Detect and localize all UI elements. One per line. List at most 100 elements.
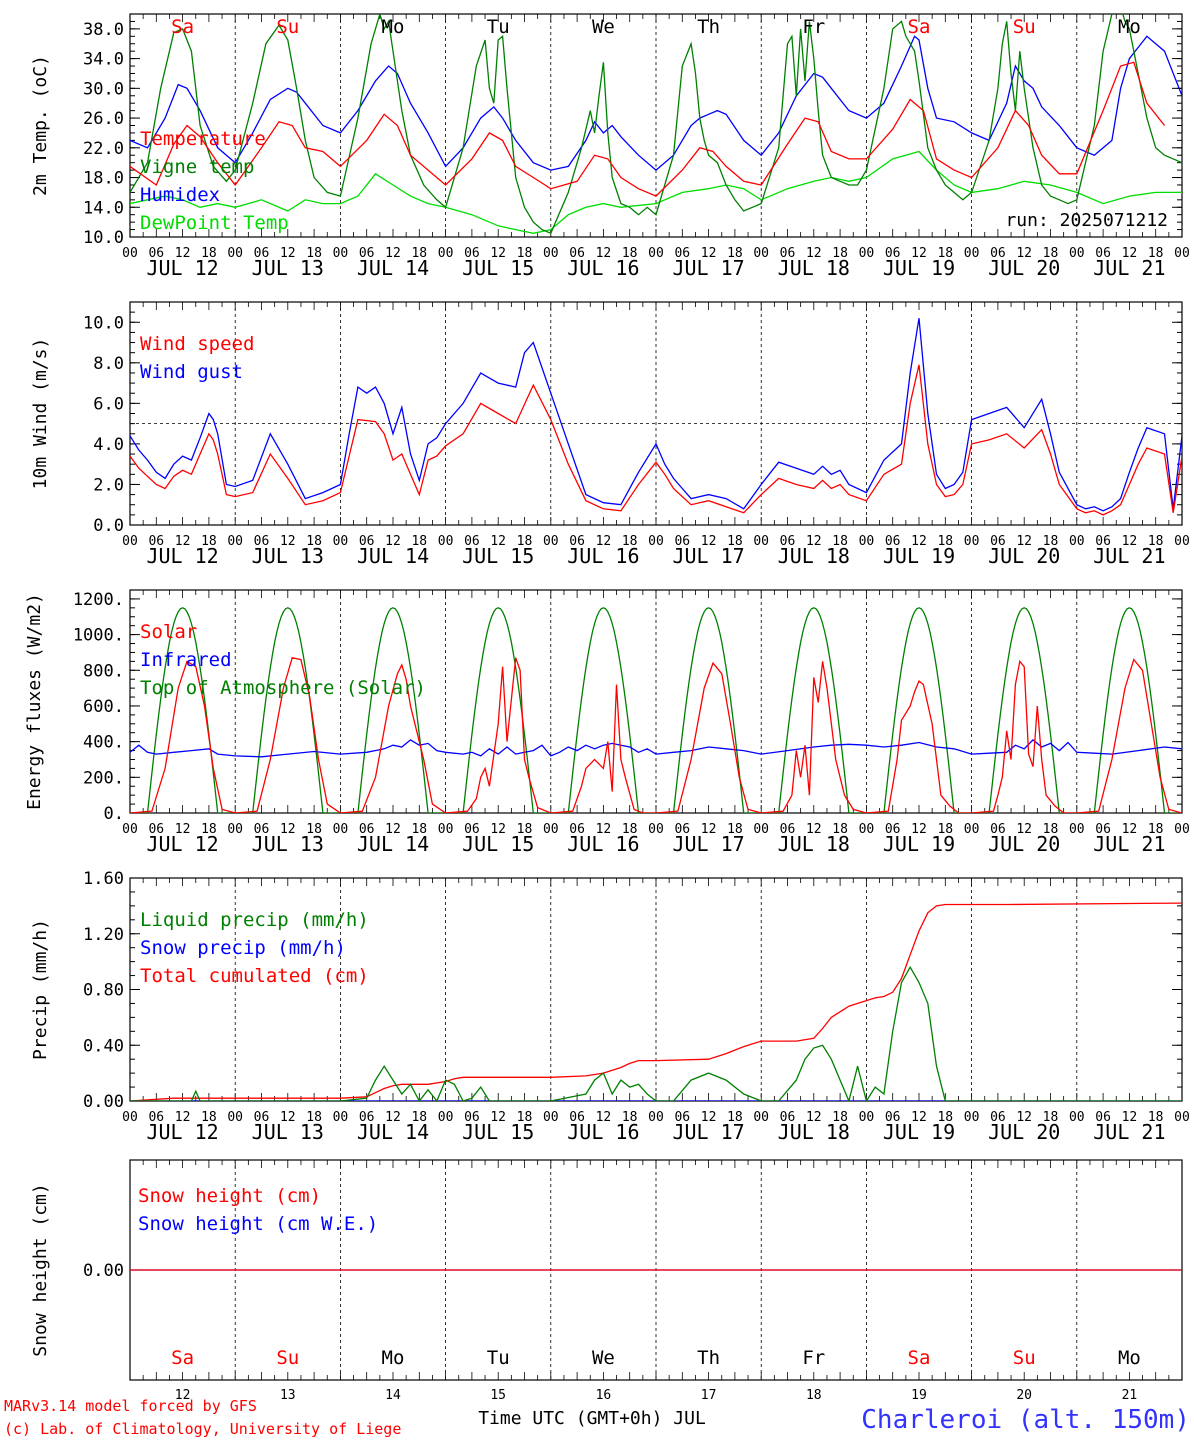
hour-label: 00 xyxy=(543,822,559,837)
legend-entry: Wind gust xyxy=(140,361,243,383)
weekday-label: Su xyxy=(276,1347,299,1369)
y-tick-label: 0.0 xyxy=(93,516,124,536)
x-ticks xyxy=(129,590,1183,813)
legend-entry: Solar xyxy=(140,621,197,643)
x-axis-label: Time UTC (GMT+0h) JUL xyxy=(478,1408,706,1429)
x-ticks xyxy=(129,1160,1183,1380)
hour-label: 12 xyxy=(280,822,296,837)
hour-label: 18 xyxy=(1043,246,1059,261)
legend-entry: Vigne temp xyxy=(140,156,254,178)
y-tick-label: 10.0 xyxy=(83,228,124,248)
hour-label: 18 xyxy=(937,822,953,837)
hour-label: 12 xyxy=(701,1110,717,1125)
y-tick-label: 14.0 xyxy=(83,198,124,218)
day-date-label: JUL 14 xyxy=(357,256,429,280)
panel-wind: 0.0 2.0 4.0 6.0 8.0 10.0 10m Wind (m/s) Wind sp… xyxy=(30,301,1190,568)
hour-label: 18 xyxy=(1148,822,1164,837)
y-tick-label: 10.0 xyxy=(83,313,124,333)
hour-label: 00 xyxy=(964,822,980,837)
hour-label: 00 xyxy=(753,246,769,261)
hour-label: 00 xyxy=(1174,534,1190,549)
day-number-label: 14 xyxy=(385,1388,401,1403)
hour-label: 06 xyxy=(464,534,480,549)
run-label: run: 2025071212 xyxy=(1005,210,1168,231)
day-date-label: JUL 12 xyxy=(146,832,218,856)
weekday-label: Sa xyxy=(908,16,931,38)
hour-label: 00 xyxy=(859,246,875,261)
day-date-label: JUL 15 xyxy=(462,256,534,280)
hour-label: 06 xyxy=(1095,822,1111,837)
hour-label: 12 xyxy=(596,246,612,261)
hour-label: 00 xyxy=(543,534,559,549)
series-group xyxy=(130,14,1182,235)
hour-label: 00 xyxy=(333,246,349,261)
x-ticks xyxy=(129,878,1183,1101)
hour-label: 00 xyxy=(438,1110,454,1125)
day-date-label: JUL 21 xyxy=(1093,832,1165,856)
hour-label: 12 xyxy=(596,822,612,837)
hour-label: 06 xyxy=(359,822,375,837)
day-number-label: 15 xyxy=(490,1388,506,1403)
y-tick-label: 0.00 xyxy=(83,1092,124,1112)
hour-label: 18 xyxy=(411,246,427,261)
hour-label: 06 xyxy=(569,822,585,837)
hour-label: 06 xyxy=(780,534,796,549)
day-date-label: JUL 15 xyxy=(462,544,534,568)
hour-label: 06 xyxy=(990,246,1006,261)
day-date-label: JUL 20 xyxy=(988,832,1060,856)
hour-label: 06 xyxy=(359,246,375,261)
panel-snow: 0.00 Snow height (cm) Snow height (cm) Snow… xyxy=(30,1159,1183,1403)
station-label: Charleroi (alt. 150m) xyxy=(861,1405,1190,1435)
hour-label: 00 xyxy=(648,246,664,261)
hour-label: 06 xyxy=(780,822,796,837)
hour-label: 12 xyxy=(1016,534,1032,549)
hour-label: 06 xyxy=(885,822,901,837)
hour-label: 12 xyxy=(490,534,506,549)
hour-label: 18 xyxy=(727,822,743,837)
y-tick-label: 6.0 xyxy=(93,394,124,414)
y-tick-label: 800. xyxy=(83,661,124,681)
y-tick-label: 1.60 xyxy=(83,869,124,889)
hour-label: 12 xyxy=(1122,534,1138,549)
day-number-label: 21 xyxy=(1122,1388,1138,1403)
series-line-liquid-precip-mm-h- xyxy=(130,965,1182,1101)
hour-label: 06 xyxy=(674,246,690,261)
weekday-label: Sa xyxy=(908,1347,931,1369)
hour-label: 18 xyxy=(411,534,427,549)
hour-label: 18 xyxy=(201,246,217,261)
y-tick-label: 1200. xyxy=(73,590,124,610)
panel-temperature: 10.0 14.0 18.0 22.0 26.0 30.0 34.0 38.0 2m Temp.… xyxy=(30,13,1190,280)
hour-label: 12 xyxy=(806,822,822,837)
day-date-label: JUL 18 xyxy=(778,544,850,568)
y-axis-label: 10m Wind (m/s) xyxy=(30,338,51,490)
hour-label: 00 xyxy=(859,534,875,549)
legend-entry: Infrared xyxy=(140,649,232,671)
hour-label: 00 xyxy=(859,822,875,837)
hour-label: 00 xyxy=(333,1110,349,1125)
hour-label: 18 xyxy=(937,534,953,549)
hour-label: 06 xyxy=(148,246,164,261)
hour-label: 18 xyxy=(306,822,322,837)
hour-label: 12 xyxy=(911,246,927,261)
hour-label: 06 xyxy=(254,534,270,549)
hour-label: 18 xyxy=(937,246,953,261)
hour-label: 00 xyxy=(648,1110,664,1125)
series-group xyxy=(130,318,1182,516)
hour-label: 12 xyxy=(911,534,927,549)
hour-label: 18 xyxy=(727,534,743,549)
hour-label: 12 xyxy=(490,1110,506,1125)
weekday-label: Mo xyxy=(1118,1347,1141,1369)
series-line-dewpoint-temp xyxy=(130,150,1182,234)
day-date-label: JUL 18 xyxy=(778,832,850,856)
day-date-label: JUL 20 xyxy=(988,544,1060,568)
y-tick-label: 18.0 xyxy=(83,169,124,189)
day-date-label: JUL 19 xyxy=(883,544,955,568)
y-tick-label: 1.20 xyxy=(83,925,124,945)
weekday-label: Tu xyxy=(487,1347,510,1369)
weekday-label: Sa xyxy=(171,1347,194,1369)
hour-label: 06 xyxy=(990,822,1006,837)
day-date-label: JUL 15 xyxy=(462,1120,534,1144)
hour-label: 18 xyxy=(517,246,533,261)
